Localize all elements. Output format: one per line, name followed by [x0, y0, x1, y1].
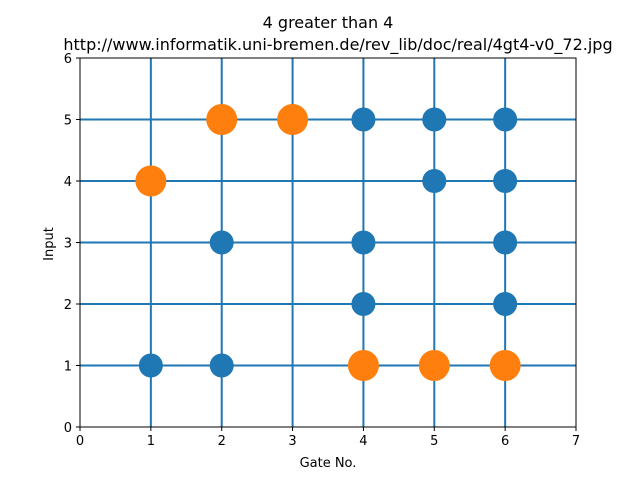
y-axis-label: Input: [42, 227, 57, 261]
data-point: [493, 107, 518, 132]
x-axis-label: Gate No.: [300, 456, 357, 471]
data-point: [493, 230, 518, 255]
x-tick-label: 6: [501, 434, 509, 449]
y-tick-label: 2: [64, 298, 72, 313]
y-tick-label: 6: [64, 52, 72, 67]
y-tick-label: 4: [64, 175, 72, 190]
data-point: [418, 350, 450, 381]
data-point: [277, 104, 309, 135]
x-tick-label: 7: [572, 434, 580, 449]
data-point: [135, 165, 167, 197]
data-point: [422, 107, 447, 132]
x-tick-label: 2: [218, 434, 226, 449]
x-tick-label: 1: [147, 434, 155, 449]
x-tick-label: 4: [359, 434, 367, 449]
data-point: [351, 292, 376, 316]
data-point: [209, 353, 234, 378]
data-point: [347, 350, 379, 381]
data-point: [493, 292, 518, 316]
x-tick-label: 5: [430, 434, 438, 449]
data-point: [351, 107, 376, 132]
chart-title: 4 greater than 4: [263, 13, 394, 32]
plot-area: 0 1 2 3 4 5 6 7 0 1 2 3 4 5 6: [64, 52, 580, 449]
y-tick-label: 0: [64, 421, 72, 436]
y-tick-label: 3: [64, 237, 72, 252]
data-point: [422, 169, 447, 193]
data-point: [351, 230, 376, 255]
chart-subtitle: http://www.informatik.uni-bremen.de/rev_…: [63, 35, 612, 55]
data-point: [489, 350, 521, 381]
data-point: [209, 230, 234, 255]
y-tick-label: 5: [64, 114, 72, 129]
x-tick-label: 3: [288, 434, 296, 449]
data-point: [493, 169, 518, 193]
x-tick-label: 0: [76, 434, 84, 449]
y-tick-label: 1: [64, 360, 72, 375]
data-point: [138, 353, 163, 378]
data-point: [206, 104, 238, 135]
